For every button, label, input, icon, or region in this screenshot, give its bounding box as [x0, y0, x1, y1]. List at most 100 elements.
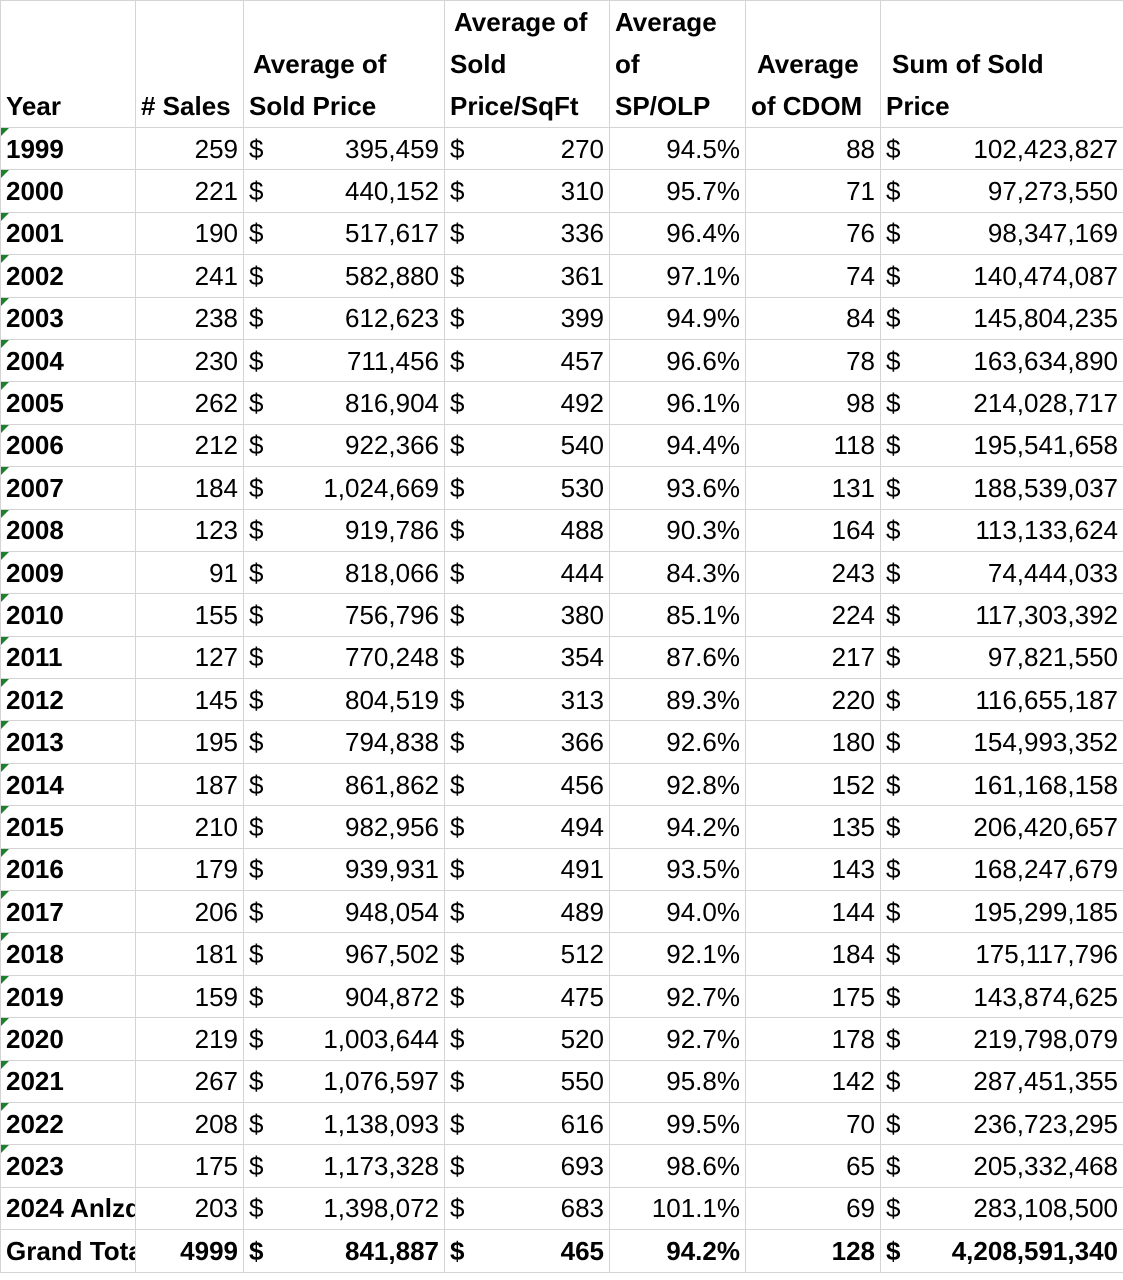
- cell-sales[interactable]: 179: [135, 847, 244, 892]
- header-year[interactable]: Year: [0, 0, 136, 128]
- cell-year[interactable]: 2015: [0, 805, 136, 849]
- cell-sales[interactable]: 219: [135, 1017, 244, 1061]
- cell-year[interactable]: 2019: [0, 974, 136, 1019]
- cell-spolp[interactable]: 85.1%: [609, 593, 746, 637]
- cell-sum-price[interactable]: $175,117,796: [880, 932, 1123, 976]
- cell-year[interactable]: 2020: [0, 1017, 136, 1061]
- cell-sum-price[interactable]: $188,539,037: [880, 466, 1123, 510]
- cell-avg-psf[interactable]: $492: [444, 381, 610, 425]
- cell-avg-price[interactable]: $948,054: [243, 890, 445, 934]
- cell-year[interactable]: 2009: [0, 550, 136, 595]
- header-sum-price[interactable]: Sum of Sold Price: [880, 0, 1123, 128]
- cell-sales[interactable]: 175: [135, 1144, 244, 1188]
- cell-sum-price[interactable]: $145,804,235: [880, 296, 1123, 340]
- cell-cdom[interactable]: 69: [745, 1186, 881, 1231]
- cell-avg-price[interactable]: $1,003,644: [243, 1017, 445, 1061]
- cell-avg-psf[interactable]: $683: [444, 1186, 610, 1231]
- cell-sales[interactable]: 212: [135, 423, 244, 468]
- cell-spolp[interactable]: 97.1%: [609, 254, 746, 298]
- cell-year[interactable]: 2001: [0, 211, 136, 256]
- cell-sales[interactable]: 241: [135, 254, 244, 298]
- cell-year[interactable]: 2013: [0, 720, 136, 764]
- cell-sales[interactable]: 208: [135, 1101, 244, 1146]
- cell-year[interactable]: 2005: [0, 381, 136, 425]
- total-sales[interactable]: 4999: [135, 1229, 244, 1273]
- cell-cdom[interactable]: 180: [745, 720, 881, 764]
- cell-sum-price[interactable]: $113,133,624: [880, 508, 1123, 552]
- cell-cdom[interactable]: 131: [745, 466, 881, 510]
- cell-sum-price[interactable]: $117,303,392: [880, 593, 1123, 637]
- total-avg-price[interactable]: $841,887: [243, 1229, 445, 1273]
- cell-sum-price[interactable]: $97,821,550: [880, 635, 1123, 680]
- cell-avg-price[interactable]: $804,519: [243, 678, 445, 722]
- cell-avg-price[interactable]: $756,796: [243, 593, 445, 637]
- cell-avg-psf[interactable]: $354: [444, 635, 610, 680]
- cell-sales[interactable]: 123: [135, 508, 244, 552]
- cell-sum-price[interactable]: $143,874,625: [880, 974, 1123, 1019]
- cell-sales[interactable]: 210: [135, 805, 244, 849]
- cell-sales[interactable]: 262: [135, 381, 244, 425]
- cell-avg-psf[interactable]: $366: [444, 720, 610, 764]
- cell-spolp[interactable]: 96.4%: [609, 211, 746, 256]
- cell-sales[interactable]: 190: [135, 211, 244, 256]
- cell-spolp[interactable]: 89.3%: [609, 678, 746, 722]
- cell-sales[interactable]: 206: [135, 890, 244, 934]
- cell-spolp[interactable]: 94.0%: [609, 890, 746, 934]
- cell-avg-psf[interactable]: $361: [444, 254, 610, 298]
- header-avg-spolp[interactable]: Average of SP/OLP: [609, 0, 746, 128]
- cell-avg-psf[interactable]: $380: [444, 593, 610, 637]
- cell-spolp[interactable]: 93.6%: [609, 466, 746, 510]
- cell-avg-psf[interactable]: $488: [444, 508, 610, 552]
- cell-year[interactable]: 2014: [0, 762, 136, 807]
- cell-year[interactable]: 2017: [0, 890, 136, 934]
- cell-avg-price[interactable]: $861,862: [243, 762, 445, 807]
- cell-cdom[interactable]: 65: [745, 1144, 881, 1188]
- cell-cdom[interactable]: 175: [745, 974, 881, 1019]
- cell-avg-psf[interactable]: $494: [444, 805, 610, 849]
- cell-spolp[interactable]: 94.9%: [609, 296, 746, 340]
- cell-cdom[interactable]: 143: [745, 847, 881, 892]
- cell-avg-price[interactable]: $1,024,669: [243, 466, 445, 510]
- cell-avg-psf[interactable]: $489: [444, 890, 610, 934]
- cell-avg-psf[interactable]: $616: [444, 1101, 610, 1146]
- cell-spolp[interactable]: 92.7%: [609, 1017, 746, 1061]
- cell-avg-psf[interactable]: $336: [444, 211, 610, 256]
- cell-year[interactable]: 2016: [0, 847, 136, 892]
- cell-spolp[interactable]: 87.6%: [609, 635, 746, 680]
- cell-spolp[interactable]: 98.6%: [609, 1144, 746, 1188]
- cell-cdom[interactable]: 178: [745, 1017, 881, 1061]
- cell-sum-price[interactable]: $206,420,657: [880, 805, 1123, 849]
- cell-spolp[interactable]: 101.1%: [609, 1186, 746, 1231]
- header-avg-psf[interactable]: Average of Sold Price/SqFt: [444, 0, 610, 128]
- cell-spolp[interactable]: 94.2%: [609, 805, 746, 849]
- cell-sum-price[interactable]: $287,451,355: [880, 1059, 1123, 1103]
- cell-sales[interactable]: 127: [135, 635, 244, 680]
- cell-sum-price[interactable]: $163,634,890: [880, 338, 1123, 383]
- cell-avg-price[interactable]: $1,076,597: [243, 1059, 445, 1103]
- cell-avg-psf[interactable]: $530: [444, 466, 610, 510]
- cell-year[interactable]: 1999: [0, 126, 136, 171]
- cell-avg-psf[interactable]: $457: [444, 338, 610, 383]
- cell-avg-psf[interactable]: $540: [444, 423, 610, 468]
- cell-sum-price[interactable]: $283,108,500: [880, 1186, 1123, 1231]
- cell-avg-price[interactable]: $612,623: [243, 296, 445, 340]
- cell-avg-price[interactable]: $939,931: [243, 847, 445, 892]
- cell-avg-psf[interactable]: $270: [444, 126, 610, 171]
- cell-avg-psf[interactable]: $310: [444, 169, 610, 213]
- cell-avg-price[interactable]: $919,786: [243, 508, 445, 552]
- cell-sales[interactable]: 259: [135, 126, 244, 171]
- cell-avg-psf[interactable]: $456: [444, 762, 610, 807]
- cell-spolp[interactable]: 96.1%: [609, 381, 746, 425]
- cell-cdom[interactable]: 118: [745, 423, 881, 468]
- cell-avg-price[interactable]: $582,880: [243, 254, 445, 298]
- cell-sales[interactable]: 230: [135, 338, 244, 383]
- cell-year[interactable]: 2008: [0, 508, 136, 552]
- cell-avg-price[interactable]: $1,398,072: [243, 1186, 445, 1231]
- cell-sum-price[interactable]: $97,273,550: [880, 169, 1123, 213]
- cell-sum-price[interactable]: $205,332,468: [880, 1144, 1123, 1188]
- cell-year[interactable]: 2006: [0, 423, 136, 468]
- cell-cdom[interactable]: 152: [745, 762, 881, 807]
- cell-year[interactable]: 2004: [0, 338, 136, 383]
- cell-cdom[interactable]: 135: [745, 805, 881, 849]
- cell-cdom[interactable]: 98: [745, 381, 881, 425]
